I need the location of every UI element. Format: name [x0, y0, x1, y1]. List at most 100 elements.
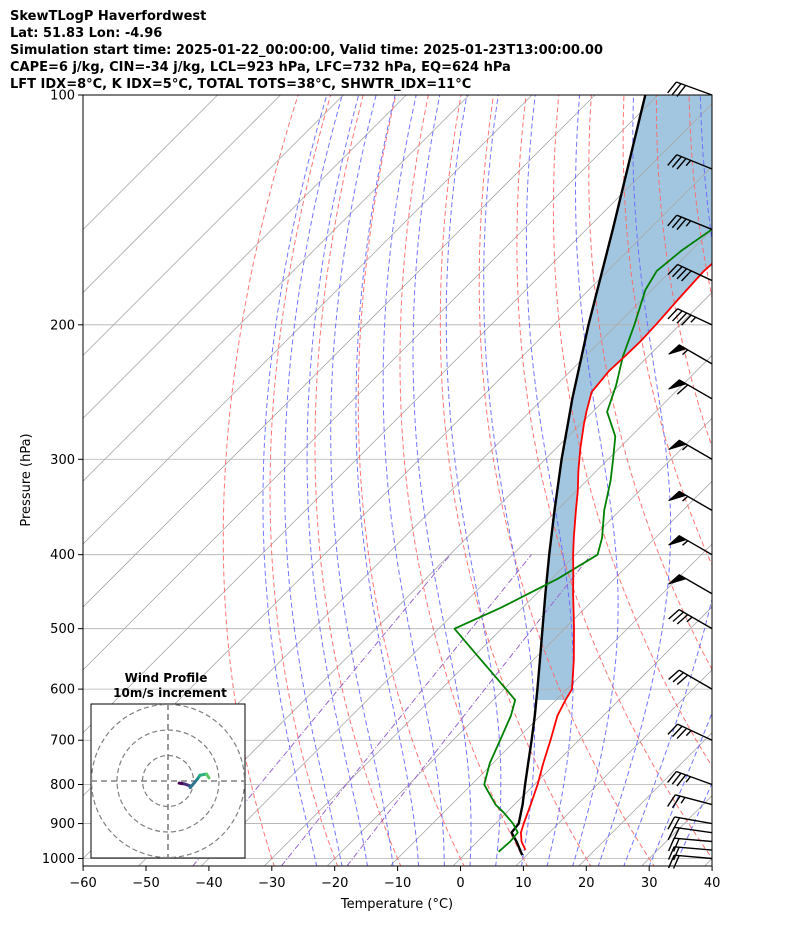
x-tick-label: −30: [258, 876, 285, 891]
isotherm-line: [83, 95, 281, 294]
wind-barb-flag: [676, 674, 689, 685]
wind-barb-flag: [667, 816, 676, 830]
inset-title: Wind Profile: [125, 671, 208, 685]
moist-adiabat-line: [306, 95, 368, 866]
isotherm-line: [83, 95, 470, 482]
wind-barb: [668, 379, 713, 400]
axis-ticks: −60 −50 −40 −30 −20 −10 0 10 20 30 40 100 200 300 400 5…: [42, 89, 720, 892]
wind-barbs: [667, 81, 713, 869]
wind-barb: [668, 535, 713, 556]
moist-adiabat-line: [355, 95, 420, 866]
wind-barb-staff: [678, 609, 713, 630]
wind-barb-pennant: [668, 535, 688, 546]
hodograph-segment: [204, 772, 211, 780]
wind-barb-half-flag: [690, 316, 697, 323]
hodograph-ring: [116, 729, 220, 833]
chart-title: SkewTLogP Haverfordwest: [10, 9, 207, 24]
cape-fill-area: [536, 95, 712, 700]
wind-barb: [668, 669, 713, 690]
y-tick-label: 500: [50, 622, 75, 637]
y-axis-title: Pressure (hPa): [19, 433, 34, 526]
wind-barb-flag: [676, 774, 687, 787]
wind-barb-staff: [677, 263, 713, 282]
mixing-ratio-line: [346, 554, 592, 866]
isotherm-line: [578, 732, 712, 866]
wind-barb-flag: [667, 308, 679, 320]
x-tick-label: −50: [132, 876, 159, 891]
wind-barb: [667, 214, 713, 231]
wind-barb: [667, 794, 713, 809]
wind-barb: [668, 609, 713, 630]
isotherm-line: [83, 95, 407, 419]
moist-adiabat-line: [330, 95, 394, 866]
wind-barb-flag: [672, 827, 680, 841]
wind-barb-flag: [672, 838, 680, 852]
x-tick-label: 30: [641, 876, 658, 891]
isotherm-line: [137, 291, 712, 866]
dry-adiabat-line: [478, 95, 655, 866]
x-tick-label: 40: [704, 876, 721, 891]
wind-barb-flag: [671, 216, 682, 229]
isotherm-line: [200, 354, 712, 866]
dry-adiabat-line: [399, 95, 528, 866]
wind-barb-staff: [677, 723, 713, 741]
temperature-line: [520, 262, 712, 851]
hodograph: [91, 704, 245, 858]
wind-barb-flag: [672, 846, 680, 861]
dry-adiabat-line: [222, 95, 299, 866]
wind-barb-staff: [676, 154, 713, 170]
wind-barb-staff: [678, 669, 713, 690]
wind-barb-half-flag: [685, 159, 692, 167]
wind-barb-half-flag: [685, 730, 692, 737]
wind-barb-half-flag: [685, 776, 691, 783]
dry-adiabat-line: [655, 95, 712, 449]
wind-barb-flag: [672, 611, 684, 622]
wind-barb-flag: [681, 270, 692, 282]
wind-barb: [667, 723, 713, 741]
wind-barb: [668, 439, 713, 460]
mixing-ratio-line: [280, 554, 532, 866]
wind-barb-flag: [671, 266, 683, 278]
moist-adiabat-line: [445, 95, 502, 866]
wind-barb-flag: [667, 154, 678, 166]
wind-barb-flag: [672, 672, 684, 683]
x-tick-label: −10: [384, 876, 411, 891]
wind-barb-half-flag: [682, 444, 689, 451]
moist-adiabat-line: [623, 95, 712, 866]
dry-adiabat-line: [622, 95, 712, 567]
wind-barb-flag: [676, 158, 687, 170]
y-tick-label: 800: [50, 778, 75, 793]
x-tick-label: −40: [195, 876, 222, 891]
wind-barb-flag: [667, 81, 677, 94]
wind-barb-flag: [671, 725, 683, 737]
moist-adiabat-line: [648, 711, 712, 866]
wind-barb: [667, 770, 713, 787]
isotherm-line: [83, 95, 659, 671]
y-tick-label: 900: [50, 817, 75, 832]
wind-barb-staff: [674, 826, 713, 834]
hodograph-segment: [188, 777, 199, 790]
wind-barb-staff: [674, 816, 713, 825]
x-tick-label: −60: [69, 876, 96, 891]
wind-barb-flag: [667, 794, 676, 807]
wind-barb: [668, 574, 713, 595]
moist-adiabat-line: [412, 95, 472, 866]
dry-adiabat-line: [516, 95, 712, 860]
x-tick-label: −20: [321, 876, 348, 891]
x-axis-title: Temperature (°C): [340, 897, 453, 912]
wind-barb: [667, 81, 713, 97]
y-tick-label: 300: [50, 453, 75, 468]
wind-barb-flag: [668, 609, 680, 620]
indices-line-2: LFT IDX=8°C, K IDX=5°C, TOTAL TOTS=38°C,…: [10, 77, 472, 92]
isotherm-line: [83, 95, 344, 356]
wind-barb-flag: [667, 723, 679, 735]
moist-adiabat-line: [382, 95, 445, 866]
x-tick-label: 10: [515, 876, 532, 891]
wind-barb-flag: [667, 846, 675, 860]
moist-adiabat-line: [572, 95, 619, 866]
inset-subtitle: 10m/s increment: [113, 686, 227, 700]
wind-barb-flag: [667, 771, 677, 783]
wind-barb-staff: [675, 794, 713, 806]
background-lines: [83, 95, 712, 866]
